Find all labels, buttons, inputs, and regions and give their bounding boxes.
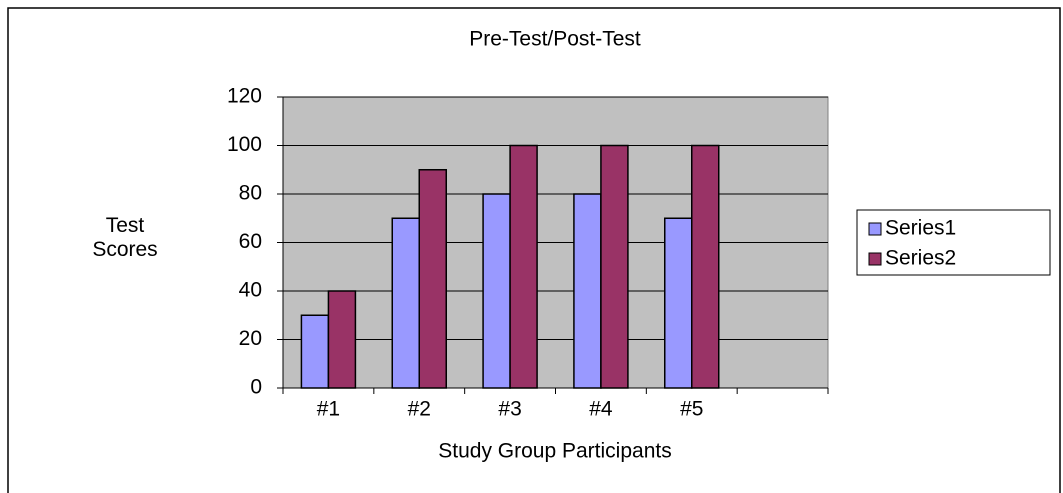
legend-label: Series1 bbox=[885, 217, 956, 240]
y-axis-label: Test Scores bbox=[92, 214, 158, 261]
y-tick-label: 40 bbox=[239, 279, 262, 302]
x-tick-label: #3 bbox=[498, 398, 521, 421]
y-tick-label: 20 bbox=[239, 327, 262, 350]
bar bbox=[300, 314, 330, 389]
y-tick-label: 100 bbox=[227, 133, 262, 156]
x-tick-label: #2 bbox=[408, 398, 431, 421]
y-tick-label: 120 bbox=[227, 85, 262, 108]
y-tick-label: 80 bbox=[239, 182, 262, 205]
legend-label: Series2 bbox=[885, 247, 956, 270]
y-tick-label: 0 bbox=[250, 376, 262, 399]
x-tick-label: #4 bbox=[589, 398, 613, 421]
bar bbox=[418, 169, 447, 389]
bar bbox=[664, 217, 693, 389]
legend bbox=[856, 209, 1051, 276]
x-tick-label: #5 bbox=[680, 398, 703, 421]
legend-swatch bbox=[868, 222, 882, 236]
bar bbox=[691, 144, 720, 389]
legend-swatch bbox=[868, 252, 882, 266]
bar bbox=[509, 144, 538, 389]
x-tick-label: #1 bbox=[317, 398, 340, 421]
chart-frame bbox=[7, 7, 1061, 493]
x-axis-label: Study Group Participants bbox=[438, 440, 671, 463]
y-tick-label: 60 bbox=[239, 230, 262, 253]
chart-title: Pre-Test/Post-Test bbox=[469, 28, 641, 51]
bar bbox=[327, 290, 357, 389]
bar bbox=[600, 144, 629, 389]
bar bbox=[391, 217, 420, 389]
bar bbox=[482, 193, 511, 389]
bar bbox=[573, 193, 602, 389]
